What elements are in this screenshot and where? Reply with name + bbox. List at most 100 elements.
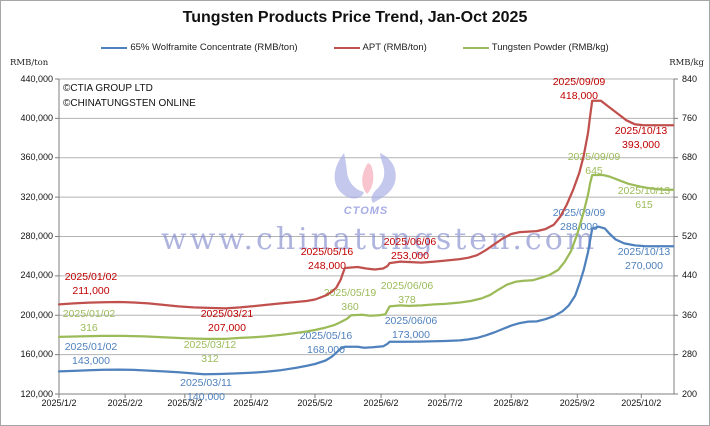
y-right-tick-label: 200 — [682, 388, 698, 399]
annotation-value: 360 — [341, 300, 359, 313]
annotation-label: 2025/01/02 211,000 — [65, 271, 118, 298]
line-swatch-icon — [333, 46, 360, 49]
y-left-tick-label: 240,000 — [20, 270, 53, 281]
annotation-value: 645 — [585, 164, 603, 177]
annotation-date: 2025/01/02 — [64, 271, 118, 283]
annotation-value: 316 — [80, 321, 98, 334]
x-axis-tick-label: 2025/3/2 — [167, 398, 203, 408]
copyright-line-2: ©CHINATUNGSTEN ONLINE — [63, 98, 196, 109]
annotation-label: 2025/06/06 378 — [381, 280, 434, 307]
annotation-label: 2025/10/13 270,000 — [618, 246, 671, 273]
annotation-value: 173,000 — [392, 328, 430, 341]
y-right-tick-label: 760 — [682, 112, 698, 123]
annotation-label: 2025/10/13 393,000 — [615, 125, 668, 152]
annotation-label: 2025/03/12 312 — [184, 339, 237, 366]
annotation-value: 312 — [201, 352, 219, 365]
annotation-label: 2025/05/16 168,000 — [300, 330, 353, 357]
legend-item-tungsten-powder: Tungsten Powder (RMB/kg) — [462, 42, 609, 53]
y-right-tick-label: 520 — [682, 231, 698, 241]
annotation-date: 2025/03/21 — [200, 308, 254, 320]
chart-title: Tungsten Products Price Trend, Jan-Oct 2… — [182, 9, 528, 26]
x-axis-tick-label: 2025/5/2 — [297, 398, 333, 408]
annotation-date: 2025/05/16 — [299, 330, 353, 342]
annotation-date: 2025/10/13 — [617, 185, 671, 197]
watermark-logo-petals — [334, 153, 396, 203]
y-right-tick-label: 840 — [682, 73, 698, 84]
annotation-value: 211,000 — [72, 284, 110, 297]
annotation-value: 168,000 — [307, 343, 345, 356]
legend-item-wolframite: 65% Wolframite Concentrate (RMB/ton) — [101, 42, 298, 53]
annotation-date: 2025/10/13 — [614, 125, 668, 137]
chart-legend: 65% Wolframite Concentrate (RMB/ton) APT… — [1, 42, 709, 53]
line-swatch-icon — [462, 46, 489, 49]
copyright-notice: ©CTIA GROUP LTD ©CHINATUNGSTEN ONLINE — [63, 81, 196, 111]
annotation-date: 2025/03/11 — [180, 377, 232, 389]
annotation-value: 270,000 — [625, 259, 663, 272]
annotation-date: 2025/09/09 — [552, 76, 606, 88]
legend-item-apt: APT (RMB/ton) — [333, 42, 427, 53]
legend-label: APT (RMB/ton) — [362, 42, 427, 53]
annotation-value: 288,000 — [560, 220, 598, 233]
annotation-label: 2025/01/02 143,000 — [65, 341, 118, 368]
annotation-value: 248,000 — [308, 259, 346, 272]
y-right-tick-label: 600 — [682, 191, 698, 202]
annotation-date: 2025/05/19 — [323, 287, 377, 299]
annotation-label: 2025/01/02 316 — [63, 308, 116, 335]
left-axis-unit: RMB/ton — [10, 58, 49, 68]
x-axis-tick-label: 2025/6/2 — [363, 398, 399, 408]
annotation-date: 2025/05/16 — [300, 246, 354, 258]
annotation-label: 2025/10/13 615 — [618, 185, 671, 212]
annotation-date: 2025/10/13 — [617, 246, 671, 258]
y-right-tick-label: 440 — [682, 270, 698, 281]
y-right-tick-label: 280 — [682, 349, 698, 360]
x-axis-tick-label: 2025/10/2 — [621, 398, 662, 408]
annotation-date: 2025/09/09 — [552, 207, 606, 219]
x-axis-tick-label: 2025/1/2 — [41, 398, 77, 408]
y-left-tick-label: 440,000 — [20, 73, 53, 84]
annotation-label: 2025/05/19 360 — [324, 287, 377, 314]
annotation-value: 140,000 — [187, 390, 225, 403]
annotation-date: 2025/09/09 — [567, 151, 621, 163]
y-left-tick-label: 280,000 — [20, 231, 53, 241]
annotation-date: 2025/03/12 — [183, 339, 237, 351]
annotation-value: 393,000 — [622, 138, 660, 151]
x-axis-tick-label: 2025/7/2 — [427, 398, 463, 408]
annotation-value: 207,000 — [208, 321, 246, 334]
right-axis-unit: RMB/kg — [669, 58, 704, 68]
y-right-tick-label: 680 — [682, 152, 698, 163]
y-left-tick-label: 360,000 — [20, 152, 53, 163]
copyright-line-1: ©CTIA GROUP LTD — [63, 83, 153, 94]
watermark-logo: CTOMS — [316, 151, 416, 223]
x-axis-tick-label: 2025/9/2 — [559, 398, 595, 408]
annotation-value: 418,000 — [560, 89, 598, 102]
x-axis-tick-label: 2025/2/2 — [107, 398, 143, 408]
x-axis-tick-label: 2025/8/2 — [493, 398, 529, 408]
annotation-date: 2025/01/02 — [62, 308, 116, 320]
watermark-url: www.chinatungsten.com — [161, 222, 598, 257]
annotation-value: 615 — [635, 198, 653, 211]
annotation-label: 2025/09/09 645 — [568, 151, 621, 178]
y-left-tick-label: 160,000 — [20, 349, 53, 360]
annotation-value: 143,000 — [72, 354, 110, 367]
y-left-tick-label: 200,000 — [20, 309, 53, 320]
annotation-label: 2025/03/21 207,000 — [201, 308, 254, 335]
annotation-label: 2025/09/09 418,000 — [553, 76, 606, 103]
annotation-value: 253,000 — [391, 249, 429, 262]
legend-label: 65% Wolframite Concentrate (RMB/ton) — [130, 42, 298, 53]
legend-label: Tungsten Powder (RMB/kg) — [491, 42, 609, 53]
annotation-label: 2025/06/06 253,000 — [384, 236, 437, 263]
y-left-tick-label: 320,000 — [20, 191, 53, 202]
annotation-label: 2025/05/16 248,000 — [301, 246, 354, 273]
y-left-tick-label: 400,000 — [20, 112, 53, 123]
annotation-label: 2025/09/09 288,000 — [553, 207, 606, 234]
annotation-date: 2025/01/02 — [64, 341, 118, 353]
x-axis-tick-label: 2025/4/2 — [233, 398, 269, 408]
y-left-tick-label: 120,000 — [20, 388, 53, 399]
annotation-label: 2025/03/11 140,000 — [180, 377, 232, 404]
annotation-date: 2025/06/06 — [380, 280, 434, 292]
annotation-value: 378 — [398, 293, 416, 306]
watermark-logo-text: CTOMS — [343, 205, 389, 217]
annotation-date: 2025/06/06 — [384, 315, 438, 327]
annotation-label: 2025/06/06 173,000 — [385, 315, 438, 342]
